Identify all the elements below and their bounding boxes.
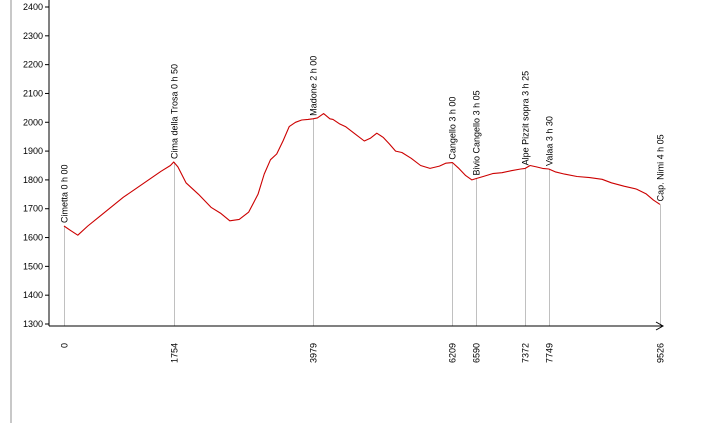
y-tick-label: 2400	[23, 2, 43, 12]
elevation-profile-line	[63, 113, 661, 236]
waypoint-labels: Cimetta 0 h 00 Cima della Trosa 0 h 50 Mad…	[60, 56, 666, 223]
y-tick-label: 1300	[23, 319, 43, 329]
y-tick-label: 1700	[23, 204, 43, 214]
distance-label: 1754	[170, 343, 180, 363]
distance-label: 6209	[448, 343, 458, 363]
y-tick-label: 1800	[23, 175, 43, 185]
y-tick-label: 1600	[23, 233, 43, 243]
y-tick-label: 2100	[23, 88, 43, 98]
y-tick-label: 1500	[23, 261, 43, 271]
y-tick-label: 2000	[23, 117, 43, 127]
y-axis-ticks: 1300 1400 1500 1600 1700 1800 1900 2000 2100 2200…	[23, 2, 49, 329]
y-tick-label: 2200	[23, 60, 43, 70]
waypoint-label: Bivio Cangello 3 h 05	[472, 90, 482, 175]
y-tick-label: 1900	[23, 146, 43, 156]
waypoint-label: Valaa 3 h 30	[545, 116, 555, 166]
distance-label: 0	[60, 343, 70, 348]
distance-labels: 0 1754 3979 6209 6590 7372 7749 9526	[60, 343, 666, 363]
waypoint-label: Cimetta 0 h 00	[60, 164, 70, 223]
waypoint-label: Madone 2 h 00	[309, 56, 319, 116]
distance-label: 6590	[472, 343, 482, 363]
waypoint-label: Cangello 3 h 00	[448, 97, 458, 160]
distance-label: 9526	[656, 343, 666, 363]
distance-label: 7749	[545, 343, 555, 363]
x-axis-arrowhead	[655, 321, 665, 331]
waypoint-label: Cap. Nimi 4 h 05	[656, 134, 666, 201]
y-tick-label: 1400	[23, 290, 43, 300]
distance-label: 7372	[521, 343, 531, 363]
y-tick-label: 2300	[23, 31, 43, 41]
waypoint-guide-lines	[64, 118, 661, 326]
waypoint-label: Alpe Pizzit sopra 3 h 25	[521, 71, 531, 166]
distance-label: 3979	[309, 343, 319, 363]
waypoint-label: Cima della Trosa 0 h 50	[170, 64, 180, 159]
